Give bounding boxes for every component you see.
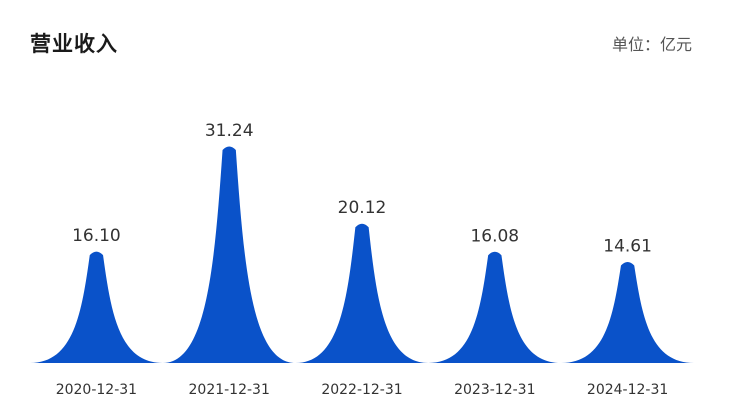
data-label-2021-12-31: 31.24 — [205, 121, 254, 141]
x-tick-2022-12-31: 2022-12-31 — [321, 382, 402, 398]
peak-2022-12-31 — [295, 223, 429, 363]
x-tick-2023-12-31: 2023-12-31 — [454, 382, 535, 398]
peak-2024-12-31 — [561, 262, 694, 363]
x-axis-ticks: 2020-12-31 2021-12-31 2022-12-31 2023-12-31… — [56, 382, 669, 398]
peak-2020-12-31 — [30, 251, 163, 363]
data-label-2022-12-31: 20.12 — [338, 198, 387, 218]
data-label-2020-12-31: 16.10 — [72, 226, 121, 246]
x-tick-2021-12-31: 2021-12-31 — [189, 382, 270, 398]
peak-series — [30, 146, 694, 363]
data-label-2024-12-31: 14.61 — [603, 237, 652, 257]
chart-title: 营业收入 — [30, 32, 118, 56]
data-label-2023-12-31: 16.08 — [470, 226, 519, 246]
data-labels: 16.10 31.24 20.12 16.08 14.61 — [72, 121, 652, 257]
x-tick-2020-12-31: 2020-12-31 — [56, 382, 137, 398]
peak-2021-12-31 — [162, 146, 296, 363]
unit-label: 单位：亿元 — [611, 35, 692, 54]
peak-2023-12-31 — [428, 251, 562, 363]
x-tick-2024-12-31: 2024-12-31 — [587, 382, 668, 398]
